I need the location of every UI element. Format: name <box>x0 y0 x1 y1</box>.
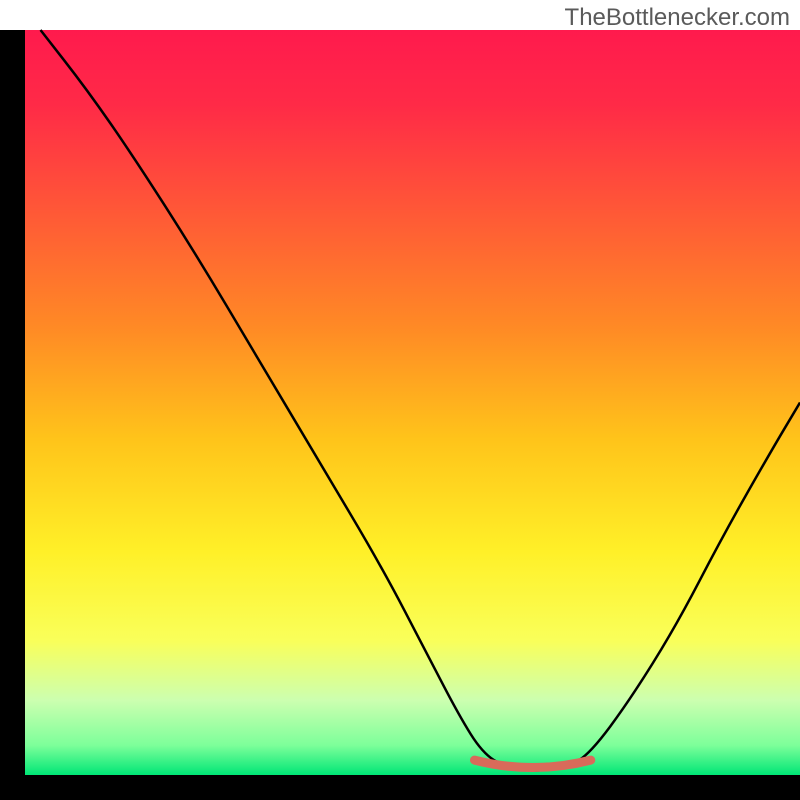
outer-border-left <box>0 30 25 800</box>
bottleneck-chart <box>0 0 800 800</box>
chart-frame: TheBottlenecker.com <box>0 0 800 800</box>
watermark-text: TheBottlenecker.com <box>565 4 790 32</box>
outer-border-bottom <box>0 775 800 800</box>
plot-background <box>25 30 800 775</box>
